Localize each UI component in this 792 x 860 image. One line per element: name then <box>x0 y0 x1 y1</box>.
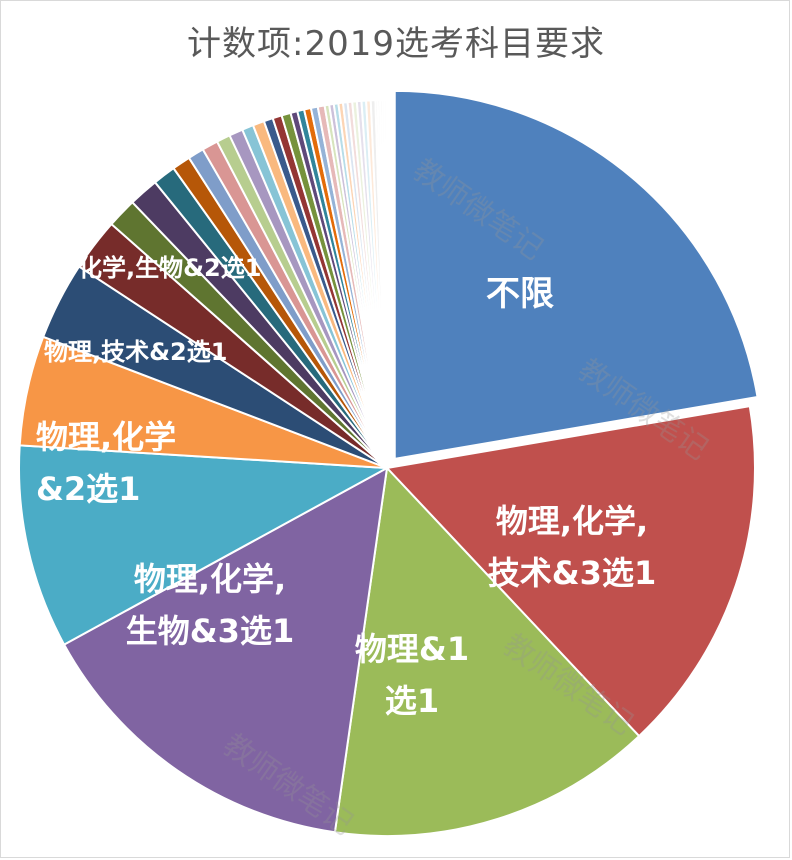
slice-label-line: 物理,技术&2选1 <box>44 338 227 366</box>
slice-label-line: 物理&1 <box>355 630 469 668</box>
slice-label-line: 物理,化学, <box>496 502 648 540</box>
pie-slice-4 <box>18 444 391 646</box>
slice-label-1: 物理,化学, 技术&3选1 <box>488 502 656 592</box>
pie-slice-3 <box>62 466 389 834</box>
slice-label-line: 物理,化学, <box>134 560 286 598</box>
slice-label-line: 化学,生物&2选1 <box>78 254 261 282</box>
slice-label-line: &2选1 <box>36 470 140 508</box>
slice-label-line: 生物&3选1 <box>126 612 294 650</box>
slice-label-4: 物理,化学&2选1 <box>36 418 176 508</box>
slice-label-0: 不限 <box>486 274 554 314</box>
slice-label-line: 技术&3选1 <box>488 554 656 592</box>
pie-slice-2 <box>333 465 641 837</box>
chart-title: 计数项:2019选考科目要求 <box>187 24 605 64</box>
pie-slice-41 <box>383 98 388 469</box>
slice-label-line: 不限 <box>486 274 554 314</box>
slice-label-6: 化学,生物&2选1 <box>78 254 261 282</box>
slice-label-3: 物理,化学, 生物&3选1 <box>126 560 294 650</box>
pie-slice-1 <box>384 404 756 738</box>
slice-label-line: 选1 <box>385 682 439 720</box>
slice-label-2: 物理&1 选1 <box>355 630 469 720</box>
slice-label-5: 物理,技术&2选1 <box>44 338 227 366</box>
pie-slice-0 <box>393 89 759 461</box>
slice-label-line: 物理,化学 <box>36 418 176 456</box>
